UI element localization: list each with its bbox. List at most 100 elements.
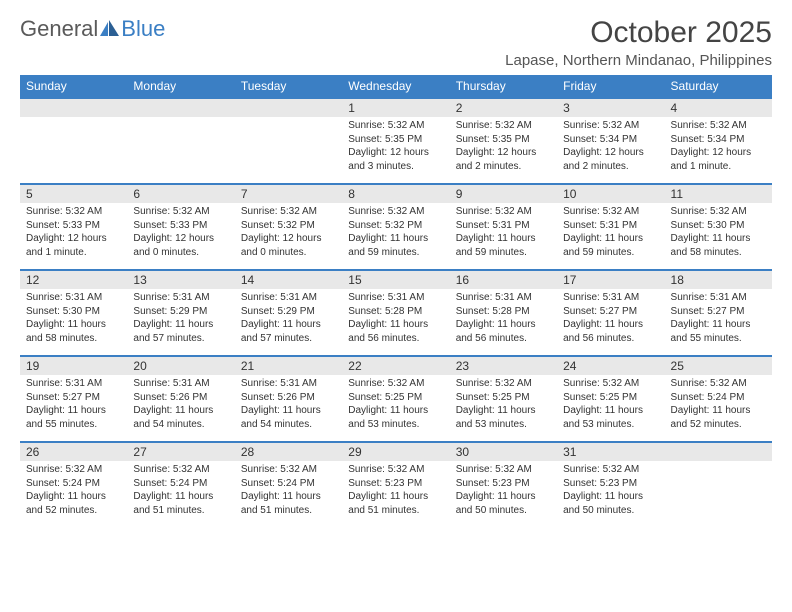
sunset-text: Sunset: 5:27 PM [671,305,766,319]
sunset-text: Sunset: 5:31 PM [563,219,658,233]
sunset-text: Sunset: 5:23 PM [456,477,551,491]
day-data: Sunrise: 5:32 AMSunset: 5:32 PMDaylight:… [342,203,449,263]
day-number: 30 [450,443,557,461]
sunset-text: Sunset: 5:23 PM [348,477,443,491]
sunrise-text: Sunrise: 5:32 AM [348,377,443,391]
daylight-text: Daylight: 11 hours and 55 minutes. [671,318,766,345]
daylight-text: Daylight: 11 hours and 57 minutes. [133,318,228,345]
calendar-day-cell: 8Sunrise: 5:32 AMSunset: 5:32 PMDaylight… [342,184,449,270]
day-data: Sunrise: 5:31 AMSunset: 5:26 PMDaylight:… [127,375,234,435]
sunset-text: Sunset: 5:33 PM [26,219,121,233]
calendar-day-cell: 29Sunrise: 5:32 AMSunset: 5:23 PMDayligh… [342,442,449,528]
daylight-text: Daylight: 12 hours and 2 minutes. [563,146,658,173]
daylight-text: Daylight: 11 hours and 51 minutes. [348,490,443,517]
day-data: Sunrise: 5:32 AMSunset: 5:35 PMDaylight:… [450,117,557,177]
calendar-day-cell: 10Sunrise: 5:32 AMSunset: 5:31 PMDayligh… [557,184,664,270]
calendar-day-cell: 12Sunrise: 5:31 AMSunset: 5:30 PMDayligh… [20,270,127,356]
day-number: 3 [557,99,664,117]
weekday-header: Sunday [20,75,127,98]
sunrise-text: Sunrise: 5:32 AM [563,377,658,391]
day-data: Sunrise: 5:32 AMSunset: 5:34 PMDaylight:… [665,117,772,177]
calendar-day-cell: 25Sunrise: 5:32 AMSunset: 5:24 PMDayligh… [665,356,772,442]
day-data: Sunrise: 5:31 AMSunset: 5:29 PMDaylight:… [235,289,342,349]
daylight-text: Daylight: 12 hours and 0 minutes. [133,232,228,259]
sunrise-text: Sunrise: 5:32 AM [26,463,121,477]
sunset-text: Sunset: 5:24 PM [26,477,121,491]
sunrise-text: Sunrise: 5:31 AM [26,377,121,391]
day-data: Sunrise: 5:31 AMSunset: 5:28 PMDaylight:… [342,289,449,349]
sunset-text: Sunset: 5:30 PM [26,305,121,319]
title-block: October 2025 Lapase, Northern Mindanao, … [505,16,772,69]
day-number: 9 [450,185,557,203]
day-number-empty [20,99,127,117]
calendar-day-cell [20,98,127,184]
day-data: Sunrise: 5:31 AMSunset: 5:29 PMDaylight:… [127,289,234,349]
day-number: 1 [342,99,449,117]
day-number: 17 [557,271,664,289]
day-number: 31 [557,443,664,461]
daylight-text: Daylight: 12 hours and 0 minutes. [241,232,336,259]
sunset-text: Sunset: 5:29 PM [241,305,336,319]
calendar-day-cell: 24Sunrise: 5:32 AMSunset: 5:25 PMDayligh… [557,356,664,442]
sunset-text: Sunset: 5:27 PM [563,305,658,319]
daylight-text: Daylight: 11 hours and 56 minutes. [348,318,443,345]
daylight-text: Daylight: 12 hours and 1 minute. [26,232,121,259]
weekday-header: Monday [127,75,234,98]
calendar-day-cell [127,98,234,184]
sunset-text: Sunset: 5:30 PM [671,219,766,233]
day-data: Sunrise: 5:31 AMSunset: 5:28 PMDaylight:… [450,289,557,349]
calendar-day-cell: 11Sunrise: 5:32 AMSunset: 5:30 PMDayligh… [665,184,772,270]
day-number: 23 [450,357,557,375]
weekday-header: Thursday [450,75,557,98]
day-data: Sunrise: 5:31 AMSunset: 5:27 PMDaylight:… [20,375,127,435]
sunrise-text: Sunrise: 5:32 AM [563,119,658,133]
sunrise-text: Sunrise: 5:31 AM [241,291,336,305]
sunset-text: Sunset: 5:24 PM [241,477,336,491]
calendar-day-cell: 17Sunrise: 5:31 AMSunset: 5:27 PMDayligh… [557,270,664,356]
sunrise-text: Sunrise: 5:32 AM [241,463,336,477]
calendar-day-cell [665,442,772,528]
logo-text-blue: Blue [121,16,165,42]
day-number: 4 [665,99,772,117]
sunset-text: Sunset: 5:32 PM [348,219,443,233]
day-number: 14 [235,271,342,289]
sunrise-text: Sunrise: 5:32 AM [671,119,766,133]
sunrise-text: Sunrise: 5:32 AM [348,463,443,477]
calendar-day-cell: 5Sunrise: 5:32 AMSunset: 5:33 PMDaylight… [20,184,127,270]
calendar-body: 1Sunrise: 5:32 AMSunset: 5:35 PMDaylight… [20,98,772,528]
day-data: Sunrise: 5:32 AMSunset: 5:31 PMDaylight:… [450,203,557,263]
sunset-text: Sunset: 5:25 PM [563,391,658,405]
calendar-day-cell: 28Sunrise: 5:32 AMSunset: 5:24 PMDayligh… [235,442,342,528]
calendar-week-row: 26Sunrise: 5:32 AMSunset: 5:24 PMDayligh… [20,442,772,528]
sunrise-text: Sunrise: 5:31 AM [456,291,551,305]
day-data: Sunrise: 5:32 AMSunset: 5:30 PMDaylight:… [665,203,772,263]
day-data: Sunrise: 5:32 AMSunset: 5:31 PMDaylight:… [557,203,664,263]
day-data: Sunrise: 5:31 AMSunset: 5:30 PMDaylight:… [20,289,127,349]
calendar-day-cell: 4Sunrise: 5:32 AMSunset: 5:34 PMDaylight… [665,98,772,184]
daylight-text: Daylight: 11 hours and 56 minutes. [563,318,658,345]
sunrise-text: Sunrise: 5:32 AM [671,377,766,391]
location-subtitle: Lapase, Northern Mindanao, Philippines [505,52,772,69]
sunrise-text: Sunrise: 5:32 AM [456,205,551,219]
sunrise-text: Sunrise: 5:32 AM [456,463,551,477]
day-number: 11 [665,185,772,203]
calendar-week-row: 1Sunrise: 5:32 AMSunset: 5:35 PMDaylight… [20,98,772,184]
calendar-day-cell: 6Sunrise: 5:32 AMSunset: 5:33 PMDaylight… [127,184,234,270]
sunset-text: Sunset: 5:28 PM [456,305,551,319]
daylight-text: Daylight: 11 hours and 50 minutes. [563,490,658,517]
sunrise-text: Sunrise: 5:32 AM [456,377,551,391]
day-number-empty [665,443,772,461]
daylight-text: Daylight: 11 hours and 59 minutes. [348,232,443,259]
day-data: Sunrise: 5:32 AMSunset: 5:24 PMDaylight:… [665,375,772,435]
weekday-header: Wednesday [342,75,449,98]
calendar-day-cell: 1Sunrise: 5:32 AMSunset: 5:35 PMDaylight… [342,98,449,184]
day-number: 12 [20,271,127,289]
weekday-header: Saturday [665,75,772,98]
calendar-day-cell: 3Sunrise: 5:32 AMSunset: 5:34 PMDaylight… [557,98,664,184]
sunset-text: Sunset: 5:23 PM [563,477,658,491]
daylight-text: Daylight: 11 hours and 54 minutes. [133,404,228,431]
day-number: 10 [557,185,664,203]
calendar-day-cell: 31Sunrise: 5:32 AMSunset: 5:23 PMDayligh… [557,442,664,528]
day-number: 24 [557,357,664,375]
day-number: 19 [20,357,127,375]
